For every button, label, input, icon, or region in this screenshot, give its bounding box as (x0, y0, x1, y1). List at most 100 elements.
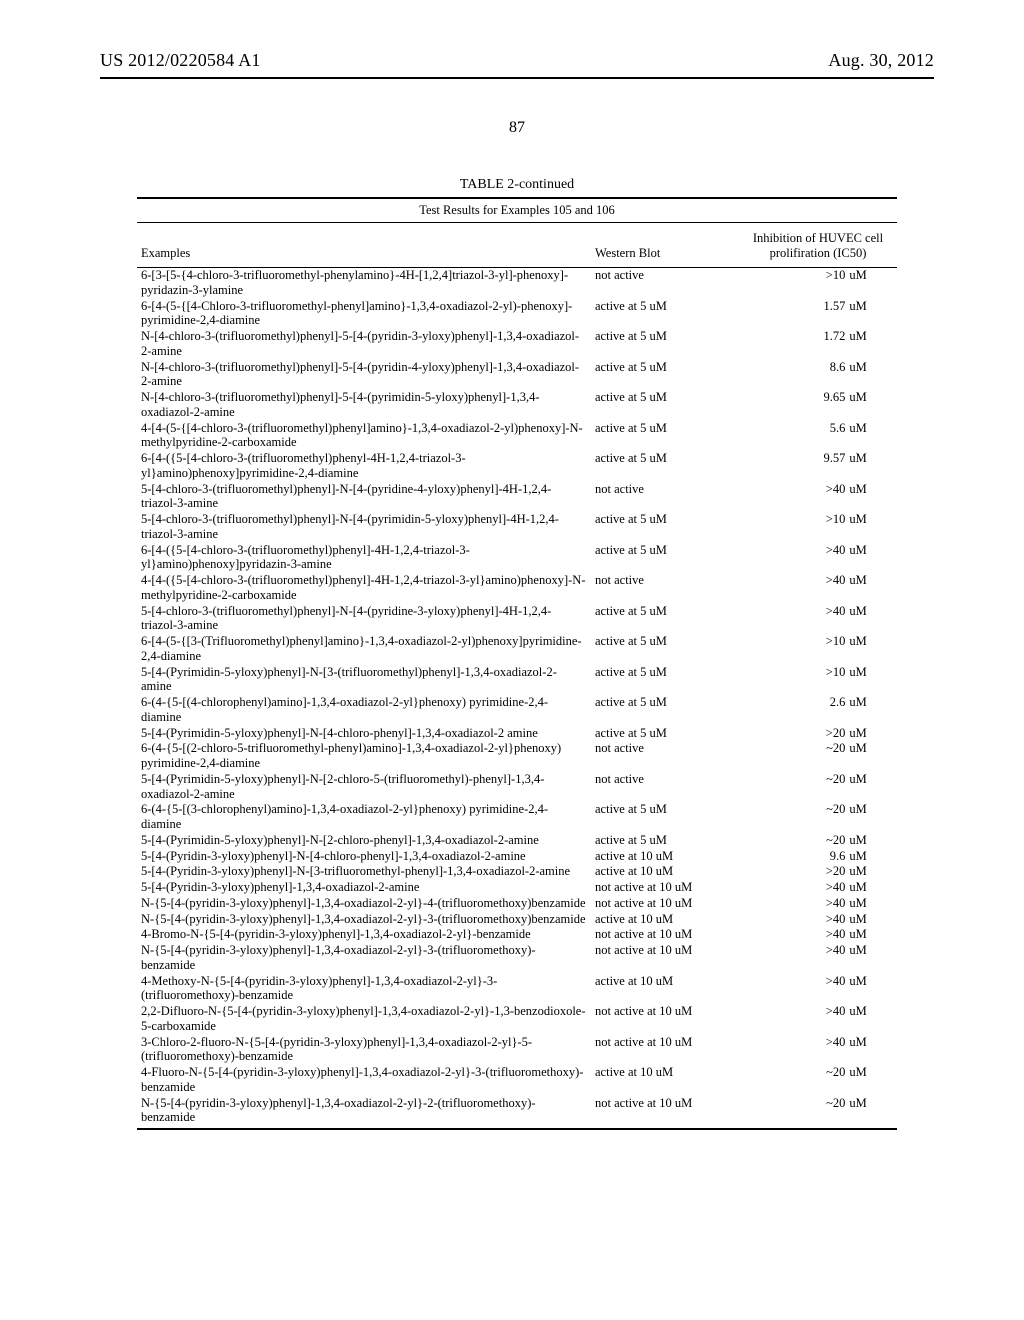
cell-ic50-unit: uM (847, 329, 897, 360)
cell-example: 6-(4-{5-[(2-chloro-5-trifluoromethyl-phe… (137, 741, 591, 772)
cell-ic50-value: >10 (739, 512, 847, 543)
table-row: 3-Chloro-2-fluoro-N-{5-[4-(pyridin-3-ylo… (137, 1034, 897, 1065)
cell-western: active at 5 uM (591, 603, 739, 634)
cell-ic50-value: ~20 (739, 1065, 847, 1096)
cell-ic50-unit: uM (847, 771, 897, 802)
cell-western: active at 10 uM (591, 864, 739, 880)
cell-western: active at 10 uM (591, 973, 739, 1004)
cell-western: not active (591, 771, 739, 802)
cell-example: 6-[4-({5-[4-chloro-3-(trifluoromethyl)ph… (137, 542, 591, 573)
cell-ic50-unit: uM (847, 603, 897, 634)
cell-example: N-[4-chloro-3-(trifluoromethyl)phenyl]-5… (137, 329, 591, 360)
cell-western: active at 10 uM (591, 848, 739, 864)
cell-ic50-value: 8.6 (739, 359, 847, 390)
table-row: 5-[4-(Pyrimidin-5-yloxy)phenyl]-N-[2-chl… (137, 771, 897, 802)
table-row: 2,2-Difluoro-N-{5-[4-(pyridin-3-yloxy)ph… (137, 1004, 897, 1035)
cell-western: active at 10 uM (591, 911, 739, 927)
pub-number: US 2012/0220584 A1 (100, 50, 261, 71)
cell-western: active at 10 uM (591, 1065, 739, 1096)
cell-ic50-unit: uM (847, 832, 897, 848)
cell-ic50-unit: uM (847, 420, 897, 451)
table-row: 4-[4-({5-[4-chloro-3-(trifluoromethyl)ph… (137, 573, 897, 604)
cell-ic50-value: ~20 (739, 832, 847, 848)
cell-example: 4-[4-(5-{[4-chloro-3-(trifluoromethyl)ph… (137, 420, 591, 451)
table-row: 5-[4-(Pyrimidin-5-yloxy)phenyl]-N-[3-(tr… (137, 664, 897, 695)
cell-western: not active at 10 uM (591, 1095, 739, 1126)
cell-ic50-value: >10 (739, 664, 847, 695)
cell-ic50-value: >40 (739, 481, 847, 512)
table-row: 5-[4-(Pyridin-3-yloxy)phenyl]-1,3,4-oxad… (137, 880, 897, 896)
cell-ic50-value: >40 (739, 880, 847, 896)
cell-example: 4-Methoxy-N-{5-[4-(pyridin-3-yloxy)pheny… (137, 973, 591, 1004)
table-row: 5-[4-chloro-3-(trifluoromethyl)phenyl]-N… (137, 512, 897, 543)
table-row: 6-(4-{5-[(4-chlorophenyl)amino]-1,3,4-ox… (137, 695, 897, 726)
cell-ic50-value: >40 (739, 603, 847, 634)
cell-ic50-unit: uM (847, 1034, 897, 1065)
cell-example: 5-[4-(Pyrimidin-5-yloxy)phenyl]-N-[3-(tr… (137, 664, 591, 695)
col-examples: Examples (137, 223, 591, 267)
col-ic50: Inhibition of HUVEC cell prolifiration (… (739, 223, 897, 267)
col-western: Western Blot (591, 223, 739, 267)
cell-western: not active (591, 573, 739, 604)
table-row: N-{5-[4-(pyridin-3-yloxy)phenyl]-1,3,4-o… (137, 895, 897, 911)
cell-ic50-unit: uM (847, 864, 897, 880)
table-row: 5-[4-chloro-3-(trifluoromethyl)phenyl]-N… (137, 481, 897, 512)
cell-example: N-[4-chloro-3-(trifluoromethyl)phenyl]-5… (137, 390, 591, 421)
table-row: N-{5-[4-(pyridin-3-yloxy)phenyl]-1,3,4-o… (137, 1095, 897, 1126)
cell-ic50-value: 9.6 (739, 848, 847, 864)
cell-western: not active at 10 uM (591, 943, 739, 974)
table-row: 6-(4-{5-[(2-chloro-5-trifluoromethyl-phe… (137, 741, 897, 772)
cell-ic50-unit: uM (847, 741, 897, 772)
table-row: 6-(4-{5-[(3-chlorophenyl)amino]-1,3,4-ox… (137, 802, 897, 833)
cell-ic50-value: 5.6 (739, 420, 847, 451)
table-row: 6-[3-[5-{4-chloro-3-trifluoromethyl-phen… (137, 267, 897, 298)
cell-western: active at 5 uM (591, 329, 739, 360)
cell-western: not active at 10 uM (591, 1004, 739, 1035)
cell-ic50-value: 1.72 (739, 329, 847, 360)
cell-example: 6-[4-({5-[4-chloro-3-(trifluoromethyl)ph… (137, 451, 591, 482)
pub-date: Aug. 30, 2012 (828, 50, 934, 71)
cell-ic50-value: >40 (739, 895, 847, 911)
cell-western: active at 5 uM (591, 802, 739, 833)
cell-example: 6-[3-[5-{4-chloro-3-trifluoromethyl-phen… (137, 267, 591, 298)
cell-ic50-unit: uM (847, 1004, 897, 1035)
cell-ic50-value: >40 (739, 1004, 847, 1035)
cell-ic50-unit: uM (847, 451, 897, 482)
cell-example: 5-[4-chloro-3-(trifluoromethyl)phenyl]-N… (137, 481, 591, 512)
cell-example: 4-Fluoro-N-{5-[4-(pyridin-3-yloxy)phenyl… (137, 1065, 591, 1096)
cell-western: active at 5 uM (591, 298, 739, 329)
results-table: Examples Western Blot Inhibition of HUVE… (137, 223, 897, 1126)
patent-page: US 2012/0220584 A1 Aug. 30, 2012 87 TABL… (0, 0, 1024, 1320)
cell-western: active at 5 uM (591, 420, 739, 451)
cell-example: 5-[4-(Pyrimidin-5-yloxy)phenyl]-N-[2-chl… (137, 832, 591, 848)
cell-ic50-unit: uM (847, 542, 897, 573)
table-row: 6-[4-({5-[4-chloro-3-(trifluoromethyl)ph… (137, 451, 897, 482)
cell-example: N-{5-[4-(pyridin-3-yloxy)phenyl]-1,3,4-o… (137, 943, 591, 974)
table-body: 6-[3-[5-{4-chloro-3-trifluoromethyl-phen… (137, 267, 897, 1126)
table-row: 4-Bromo-N-{5-[4-(pyridin-3-yloxy)phenyl]… (137, 927, 897, 943)
table-row: 4-Fluoro-N-{5-[4-(pyridin-3-yloxy)phenyl… (137, 1065, 897, 1096)
table-row: 6-[4-({5-[4-chloro-3-(trifluoromethyl)ph… (137, 542, 897, 573)
table-row: N-{5-[4-(pyridin-3-yloxy)phenyl]-1,3,4-o… (137, 943, 897, 974)
cell-ic50-unit: uM (847, 573, 897, 604)
cell-ic50-unit: uM (847, 634, 897, 665)
cell-example: 5-[4-(Pyridin-3-yloxy)phenyl]-N-[4-chlor… (137, 848, 591, 864)
cell-example: 5-[4-chloro-3-(trifluoromethyl)phenyl]-N… (137, 603, 591, 634)
cell-western: active at 5 uM (591, 664, 739, 695)
table-row: 5-[4-(Pyridin-3-yloxy)phenyl]-N-[4-chlor… (137, 848, 897, 864)
cell-ic50-value: 9.65 (739, 390, 847, 421)
table-title: TABLE 2-continued (137, 177, 897, 193)
cell-ic50-unit: uM (847, 911, 897, 927)
cell-ic50-value: >40 (739, 573, 847, 604)
table-row: N-[4-chloro-3-(trifluoromethyl)phenyl]-5… (137, 390, 897, 421)
cell-ic50-value: >40 (739, 943, 847, 974)
table-row: 5-[4-(Pyridin-3-yloxy)phenyl]-N-[3-trifl… (137, 864, 897, 880)
table-row: 5-[4-(Pyrimidin-5-yloxy)phenyl]-N-[2-chl… (137, 832, 897, 848)
cell-example: 6-(4-{5-[(4-chlorophenyl)amino]-1,3,4-ox… (137, 695, 591, 726)
cell-ic50-value: >40 (739, 542, 847, 573)
cell-example: 4-Bromo-N-{5-[4-(pyridin-3-yloxy)phenyl]… (137, 927, 591, 943)
cell-ic50-unit: uM (847, 927, 897, 943)
cell-example: 6-[4-(5-{[4-Chloro-3-trifluoromethyl-phe… (137, 298, 591, 329)
cell-ic50-value: ~20 (739, 771, 847, 802)
cell-ic50-value: >10 (739, 267, 847, 298)
